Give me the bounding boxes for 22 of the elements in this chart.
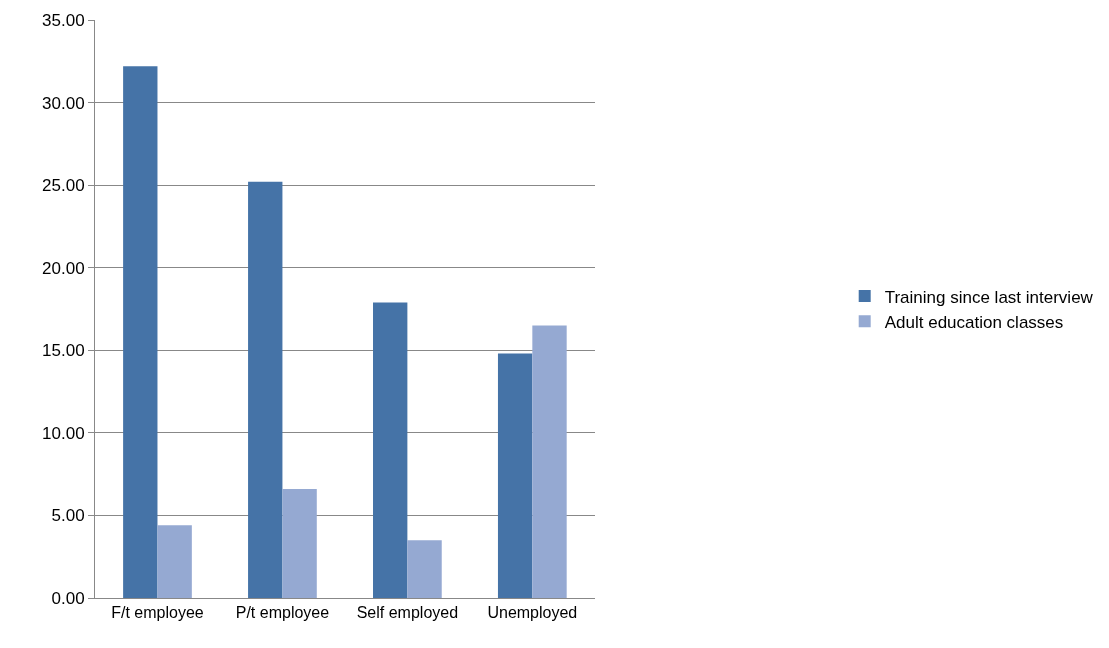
x-tick-label: Unemployed	[487, 604, 578, 622]
y-tick-label: 10.00	[42, 423, 85, 443]
bar	[282, 489, 317, 598]
legend-label: Training since last interview	[884, 287, 1094, 307]
bar	[407, 540, 442, 598]
legend-label: Adult education classes	[884, 312, 1064, 332]
x-tick-label: P/t employee	[235, 604, 330, 622]
y-tick-label: 30.00	[42, 93, 85, 113]
bar	[248, 181, 283, 598]
bar	[532, 325, 567, 598]
bar	[373, 302, 408, 598]
x-tick-label: Self employed	[356, 604, 459, 622]
y-tick-label: 15.00	[42, 341, 85, 361]
y-tick-label: 20.00	[42, 258, 85, 278]
x-tick-label: F/t employee	[111, 604, 204, 622]
y-tick-label: 0.00	[51, 588, 85, 608]
y-tick-label: 35.00	[42, 10, 85, 30]
y-tick-label: 25.00	[42, 176, 85, 196]
y-tick-label: 5.00	[51, 506, 85, 526]
bar	[497, 353, 533, 598]
bar	[157, 525, 192, 598]
bar	[123, 66, 158, 598]
